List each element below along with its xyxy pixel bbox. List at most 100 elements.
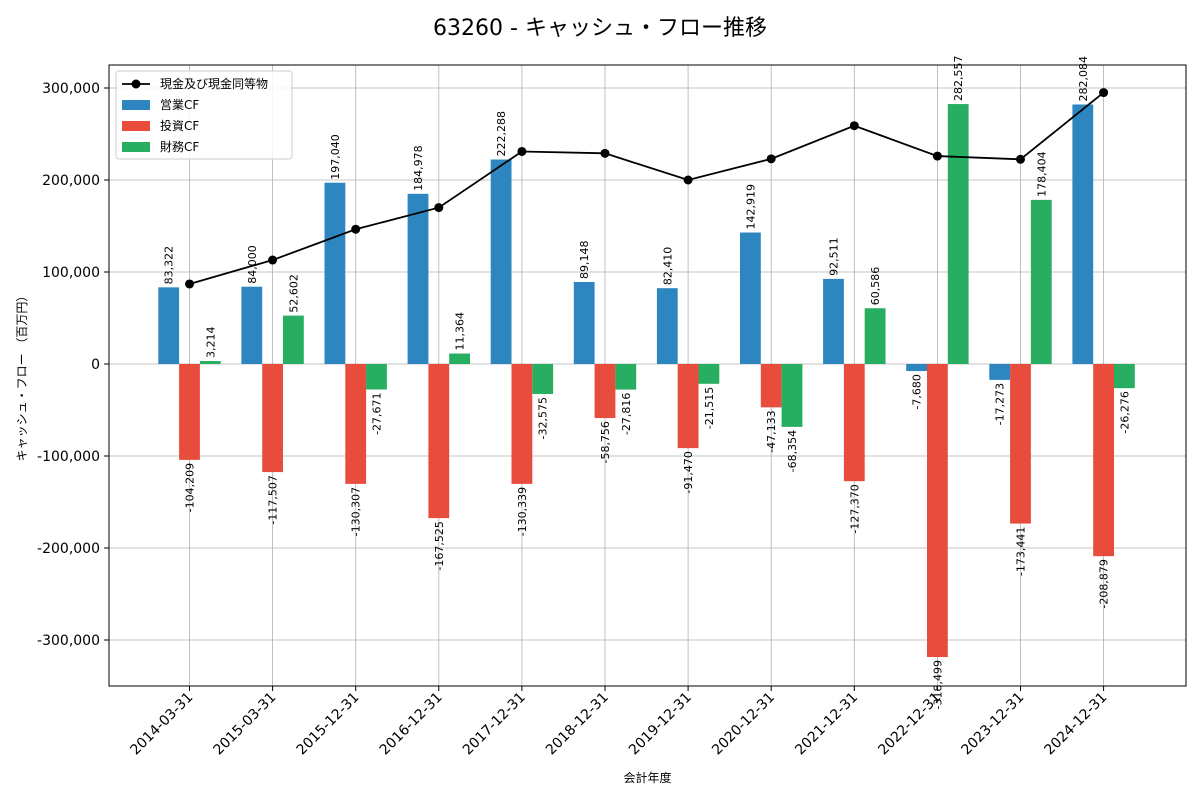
- bar-value-label: 92,511: [828, 237, 841, 276]
- bar: [1114, 364, 1135, 389]
- bar-value-label: 60,586: [869, 267, 882, 306]
- bar: [594, 364, 616, 419]
- y-axis-label: キャッシュ・フロー （百万円）: [15, 290, 29, 462]
- x-axis-label: 会計年度: [623, 770, 671, 785]
- legend-label: 投資CF: [160, 118, 199, 133]
- bar: [241, 286, 263, 364]
- bar: [283, 315, 304, 364]
- bar: [843, 364, 865, 482]
- legend-box: [115, 70, 293, 160]
- bar-value-label: -130,339: [516, 487, 529, 536]
- cash-point: [434, 203, 444, 213]
- bar: [262, 364, 283, 473]
- x-tick-label: 2019-12-31: [626, 690, 695, 759]
- legend-bar-swatch: [122, 142, 150, 152]
- bar-value-label: -117,507: [267, 475, 280, 524]
- bar-value-label: -27,816: [620, 393, 633, 435]
- plot-frame: [108, 64, 1187, 687]
- x-tick-label: 2022-12-31: [875, 690, 944, 759]
- bar-value-label: -68,354: [786, 430, 799, 472]
- bar-value-label: -167,525: [433, 521, 446, 570]
- bar-value-label: -27,671: [371, 392, 384, 434]
- y-tick-label: -200,000: [37, 541, 100, 557]
- bar: [573, 281, 595, 364]
- cash-point: [268, 255, 278, 265]
- legend-label: 財務CF: [160, 139, 199, 154]
- x-tick-label: 2015-12-31: [294, 690, 363, 759]
- bar: [677, 364, 699, 449]
- bar: [324, 182, 346, 364]
- bar: [781, 364, 803, 427]
- bar-value-label: -47,133: [765, 410, 778, 452]
- bar-value-label: 142,919: [744, 184, 757, 230]
- bar: [760, 364, 782, 408]
- bar-value-label: -91,470: [682, 451, 695, 493]
- bar-value-label: 184,978: [412, 145, 425, 191]
- x-tick-label: 2020-12-31: [709, 690, 778, 759]
- bar-value-label: -318,499: [931, 660, 944, 709]
- bar: [179, 364, 200, 460]
- cash-point: [517, 146, 527, 156]
- bar-value-label: 282,084: [1077, 56, 1090, 102]
- x-tick-label: 2023-12-31: [958, 690, 1027, 759]
- bar: [1010, 364, 1031, 524]
- y-tick-label: 100,000: [42, 265, 100, 281]
- cash-point: [1099, 88, 1109, 98]
- cash-point: [683, 175, 693, 185]
- bar: [511, 364, 533, 484]
- y-tick-label: -100,000: [37, 449, 100, 465]
- bar-value-label: -127,370: [848, 484, 861, 533]
- bar-value-label: 83,322: [163, 246, 176, 285]
- bar-value-label: -58,756: [599, 421, 612, 463]
- bar: [927, 364, 948, 658]
- x-tick-label: 2014-03-31: [127, 690, 196, 759]
- bar: [345, 364, 367, 484]
- cash-point: [849, 121, 859, 131]
- bar-value-label: -26,276: [1118, 391, 1131, 433]
- bar: [740, 232, 761, 364]
- bar: [656, 288, 678, 364]
- bar: [823, 278, 844, 364]
- bar-value-label: 178,404: [1035, 151, 1048, 197]
- bar: [490, 159, 512, 364]
- bar: [906, 364, 927, 372]
- bar: [1093, 364, 1114, 557]
- bar-value-label: 282,557: [952, 56, 965, 102]
- y-tick-label: 0: [91, 357, 100, 373]
- bar-value-label: 82,410: [661, 247, 674, 286]
- bar: [532, 364, 554, 394]
- x-tick-label: 2018-12-31: [543, 690, 612, 759]
- legend-label: 現金及び現金同等物: [160, 76, 268, 91]
- x-tick-label: 2021-12-31: [792, 690, 861, 759]
- bar-value-label: -173,441: [1015, 527, 1028, 576]
- legend-label: 営業CF: [160, 98, 199, 112]
- bar: [449, 353, 470, 364]
- bar-value-label: -7,680: [911, 374, 924, 409]
- x-tick-label: 2015-03-31: [211, 690, 280, 759]
- bar: [989, 364, 1011, 380]
- cash-point: [766, 154, 776, 164]
- bar: [428, 364, 450, 519]
- legend-bar-swatch: [122, 121, 150, 131]
- cash-point: [351, 224, 361, 234]
- bar-value-label: -32,575: [537, 397, 550, 439]
- bar-value-label: 197,040: [329, 134, 342, 180]
- bar-value-label: 84,000: [246, 245, 259, 284]
- bar-value-label: 89,148: [578, 240, 591, 279]
- legend-marker: [131, 79, 141, 89]
- bar: [366, 364, 387, 390]
- bar: [158, 287, 180, 364]
- bar: [1030, 199, 1052, 364]
- bar-value-label: -17,273: [994, 383, 1007, 425]
- bar: [698, 364, 720, 384]
- bar-value-label: 3,214: [204, 327, 217, 359]
- legend-bar-swatch: [122, 100, 150, 110]
- y-tick-label: 200,000: [42, 173, 100, 189]
- bar: [407, 193, 429, 364]
- bar-value-label: -130,307: [350, 487, 363, 536]
- cash-point: [1016, 154, 1025, 164]
- bar-value-label: 222,288: [495, 111, 508, 157]
- bar: [947, 104, 969, 365]
- bar-value-label: 11,364: [454, 312, 467, 351]
